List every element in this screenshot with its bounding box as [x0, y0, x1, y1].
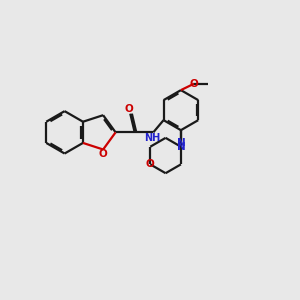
Text: NH: NH	[144, 133, 160, 142]
Text: O: O	[99, 149, 107, 159]
Text: O: O	[146, 159, 155, 170]
Text: N: N	[176, 142, 185, 152]
Text: O: O	[124, 104, 133, 114]
Text: O: O	[190, 79, 199, 88]
Text: N: N	[176, 138, 185, 148]
